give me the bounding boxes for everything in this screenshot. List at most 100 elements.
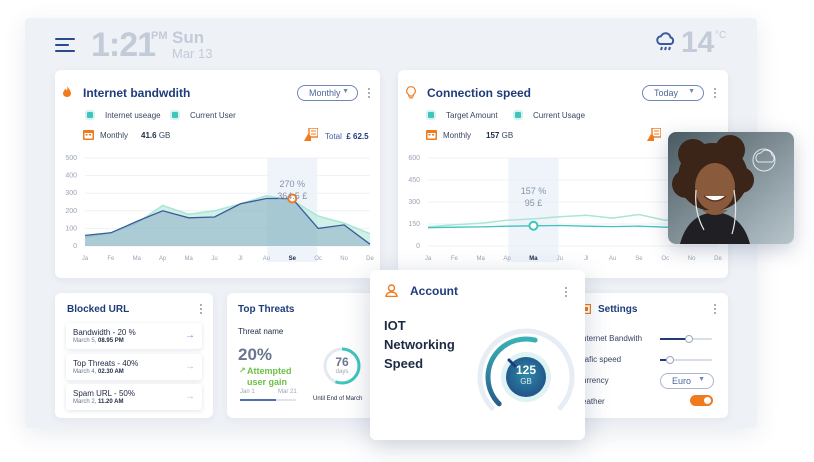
monthly-value: 157 xyxy=(486,131,500,140)
gauge-value: 125 xyxy=(515,363,537,377)
x-tick-label: No xyxy=(340,256,348,262)
heading-line-1: IOT xyxy=(384,318,406,333)
slider-fill xyxy=(660,359,671,361)
dropdown-value: Monthly xyxy=(309,88,341,98)
bandwidth-chart: 0 100 200 300 400 500 Ja Fe Ma Ap Ma Ju Jl Au Se Oc No De… xyxy=(65,155,374,262)
x-tick-label: Oc xyxy=(314,256,322,262)
days-caption: Until End of March xyxy=(313,396,363,402)
x-tick-label: Ju xyxy=(211,256,217,262)
dropdown-value: Euro xyxy=(672,376,692,386)
speed-title: Connection speed xyxy=(427,86,532,100)
arrow-right-icon: → xyxy=(185,330,195,341)
user-icon xyxy=(385,284,398,297)
blocked-url-item[interactable]: Bandwidth - 20 % March 5, 08.95 PM → xyxy=(66,323,202,349)
speed-period-dropdown[interactable]: Today ▼ xyxy=(642,85,704,101)
blocked-url-item-date: March 2, 11.20 AM xyxy=(73,399,123,405)
top-threats-card: Top Threats Threat name 20% ↗ Attempted u… xyxy=(227,293,375,418)
series-line xyxy=(84,195,371,238)
bandwidth-period-dropdown[interactable]: Monthly ▼ xyxy=(297,85,358,101)
total-summary: Total £ 62.5 xyxy=(325,132,369,141)
slider-knob[interactable] xyxy=(666,356,675,364)
days-ring xyxy=(323,347,361,385)
chevron-down-icon: ▼ xyxy=(688,88,695,95)
y-tick-label: 200 xyxy=(65,208,77,215)
gain-line-1: Attempted xyxy=(247,366,292,376)
monthly-summary: 41.6 GB xyxy=(141,131,170,140)
x-tick-label: Ma xyxy=(184,256,193,262)
speed-chart: 0 150 300 450 600 Ja Fe Ma Ap Ma Ju Jl Au Se Oc No De 157… xyxy=(408,155,722,262)
total-value: £ 62.5 xyxy=(346,132,369,141)
x-tick-label: Au xyxy=(263,256,270,262)
weather-label: eather xyxy=(582,397,605,406)
slider-knob[interactable] xyxy=(684,335,693,343)
setting-label: rafic speed xyxy=(582,355,622,364)
dropdown-value: Today xyxy=(654,88,679,98)
blocked-url-item-title: Top Threats - 40% xyxy=(73,359,139,368)
y-tick-label: 600 xyxy=(408,155,420,162)
portrait-image xyxy=(668,132,794,244)
temperature: 14 xyxy=(681,26,715,59)
blocked-url-item-date: March 4, 02.30 AM xyxy=(73,369,124,375)
chevron-down-icon: ▼ xyxy=(698,376,705,383)
more-icon[interactable] xyxy=(565,287,569,299)
data-point-marker xyxy=(287,193,298,204)
more-icon[interactable] xyxy=(714,304,718,316)
item-date: March 5, xyxy=(73,338,97,344)
traffic-slider[interactable] xyxy=(660,356,712,364)
toggle-knob xyxy=(704,397,711,404)
days-value: 76 xyxy=(335,355,349,369)
gauge-arc xyxy=(485,336,567,418)
menu-icon[interactable] xyxy=(55,38,75,52)
legend-label: Current User xyxy=(190,111,236,120)
slider-fill xyxy=(660,338,689,340)
speed-gauge xyxy=(477,328,575,426)
gain-line-2: user gain xyxy=(247,377,288,387)
highlight-column xyxy=(508,158,559,262)
x-tick-label: Ja xyxy=(82,256,89,262)
bandwidth-slider[interactable] xyxy=(660,335,712,343)
x-tick-label: De xyxy=(366,256,374,262)
y-tick-label: 300 xyxy=(65,190,77,197)
y-tick-label: 500 xyxy=(65,155,77,162)
blocked-url-item-title: Spam URL - 50% xyxy=(73,389,135,398)
y-tick-label: 150 xyxy=(408,221,420,228)
top-threats-title: Top Threats xyxy=(238,304,295,315)
series-area xyxy=(85,195,370,246)
more-icon[interactable] xyxy=(200,304,204,316)
x-tick-label: No xyxy=(688,256,696,262)
item-time: 11.20 AM xyxy=(98,399,124,405)
user-photo xyxy=(668,132,794,244)
legend-item: Current User xyxy=(170,110,236,120)
x-tick-label: Ju xyxy=(557,256,563,262)
bandwidth-card: Internet bandwdith Monthly ▼ Internet use… xyxy=(55,70,380,278)
blocked-url-title: Blocked URL xyxy=(67,304,130,315)
blocked-url-item[interactable]: Spam URL - 50% March 2, 11.20 AM → xyxy=(66,384,202,410)
currency-label: urrency xyxy=(582,376,609,385)
account-title: Account xyxy=(410,284,458,298)
y-tick-label: 0 xyxy=(416,243,420,250)
account-popup: Account IOT Networking Speed 125 GB xyxy=(370,270,585,440)
total-label: Total xyxy=(325,132,342,141)
more-icon[interactable] xyxy=(368,88,372,100)
more-icon[interactable] xyxy=(714,88,718,100)
monthly-unit: GB xyxy=(158,131,171,140)
calendar-icon xyxy=(83,130,94,140)
legend-label: Internet useage xyxy=(105,111,161,120)
item-date: March 4, xyxy=(73,369,97,375)
legend-item: Current Usage xyxy=(513,110,585,120)
settings-title: Settings xyxy=(598,304,638,315)
header: 1:21 PM Sun Mar 13 14 °C xyxy=(25,18,757,70)
annotation-amount: 95 £ xyxy=(525,198,543,208)
x-tick-label: Jl xyxy=(584,256,588,262)
weather-toggle[interactable] xyxy=(690,395,713,406)
range-end: Mar 21 xyxy=(278,389,297,395)
legend-dot xyxy=(170,110,180,120)
monthly-label: Monthly xyxy=(100,131,129,140)
gauge-needle xyxy=(507,358,517,368)
currency-dropdown[interactable]: Euro ▼ xyxy=(660,373,714,389)
blocked-url-item[interactable]: Top Threats - 40% March 4, 02.30 AM → xyxy=(66,354,202,380)
monthly-label: Monthly xyxy=(443,131,472,140)
legend-dot xyxy=(513,110,523,120)
data-point-marker xyxy=(528,220,539,231)
flame-icon xyxy=(63,86,71,97)
